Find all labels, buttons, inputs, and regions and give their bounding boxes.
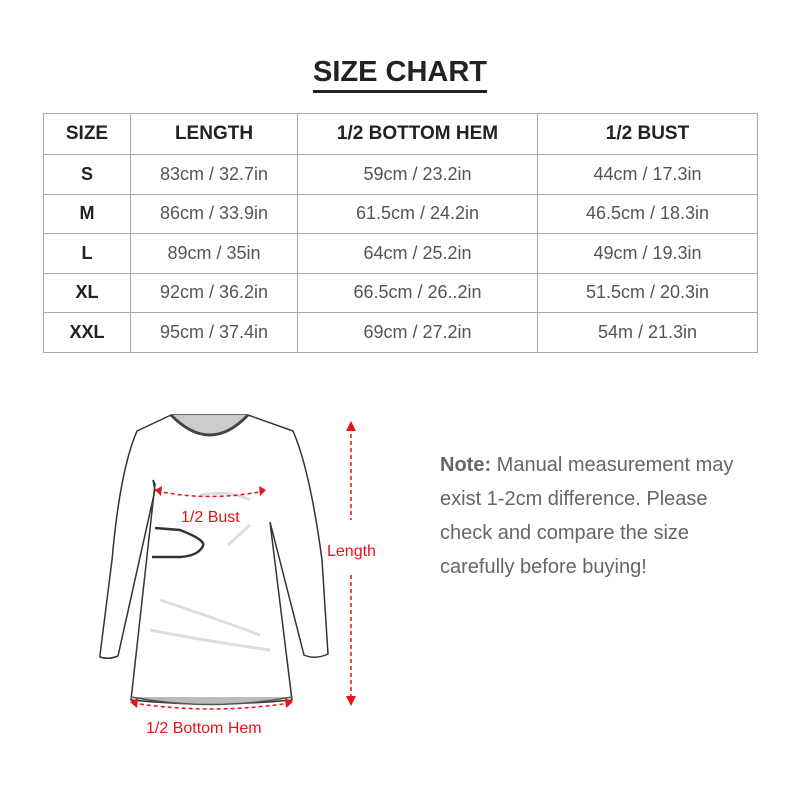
arrow-icon	[346, 421, 356, 431]
hem-cell: 69cm / 27.2in	[297, 312, 538, 353]
header-length: LENGTH	[130, 113, 298, 155]
hem-measure-line	[132, 702, 291, 710]
hem-cell: 61.5cm / 24.2in	[297, 193, 538, 234]
table-row: XXL 95cm / 37.4in 69cm / 27.2in 54m / 21.3i…	[43, 312, 758, 353]
hem-cell: 59cm / 23.2in	[297, 154, 538, 195]
table-row: M 86cm / 33.9in 61.5cm / 24.2in 46.5cm / 18…	[43, 193, 758, 234]
neckline	[169, 413, 250, 437]
length-cell: 86cm / 33.9in	[130, 193, 298, 234]
arrow-icon	[259, 486, 266, 496]
size-table: SIZE LENGTH 1/2 BOTTOM HEM 1/2 BUST S 83c…	[43, 113, 758, 353]
hem-cell: 64cm / 25.2in	[297, 233, 538, 274]
bust-cell: 54m / 21.3in	[537, 312, 758, 353]
measurement-note: Note: Manual measurement may exist 1-2cm…	[440, 448, 760, 584]
note-label: Note:	[440, 454, 492, 476]
size-cell: M	[43, 193, 131, 234]
arrow-icon	[130, 698, 138, 708]
bust-cell: 51.5cm / 20.3in	[537, 272, 758, 313]
hem-cell: 66.5cm / 26..2in	[297, 272, 538, 313]
length-cell: 89cm / 35in	[130, 233, 298, 274]
header-size: SIZE	[43, 113, 131, 155]
table-header-row: SIZE LENGTH 1/2 BOTTOM HEM 1/2 BUST	[43, 113, 758, 155]
arrow-icon	[346, 696, 356, 706]
shirt-outline	[99, 414, 329, 705]
length-label: Length	[327, 543, 376, 560]
hem-label: 1/2 Bottom Hem	[146, 720, 262, 737]
header-bust: 1/2 BUST	[537, 113, 758, 155]
size-cell: L	[43, 233, 131, 274]
size-cell: S	[43, 154, 131, 195]
table-row: XL 92cm / 36.2in 66.5cm / 26..2in 51.5cm / …	[43, 272, 758, 313]
bust-cell: 49cm / 19.3in	[537, 233, 758, 274]
bust-cell: 46.5cm / 18.3in	[537, 193, 758, 234]
table-row: L 89cm / 35in 64cm / 25.2in 49cm / 19.3in	[43, 233, 758, 274]
header-bottom-hem: 1/2 BOTTOM HEM	[297, 113, 538, 155]
table-row: S 83cm / 32.7in 59cm / 23.2in 44cm / 17.3in	[43, 154, 758, 195]
size-cell: XXL	[43, 312, 131, 353]
page-title: SIZE CHART	[0, 56, 800, 93]
arrow-icon	[155, 486, 162, 496]
bust-label: 1/2 Bust	[181, 509, 240, 526]
length-cell: 95cm / 37.4in	[130, 312, 298, 353]
arrow-icon	[285, 698, 293, 708]
length-cell: 83cm / 32.7in	[130, 154, 298, 195]
pocket	[152, 526, 205, 559]
note-text: Manual measurement may exist 1-2cm diffe…	[440, 454, 734, 578]
